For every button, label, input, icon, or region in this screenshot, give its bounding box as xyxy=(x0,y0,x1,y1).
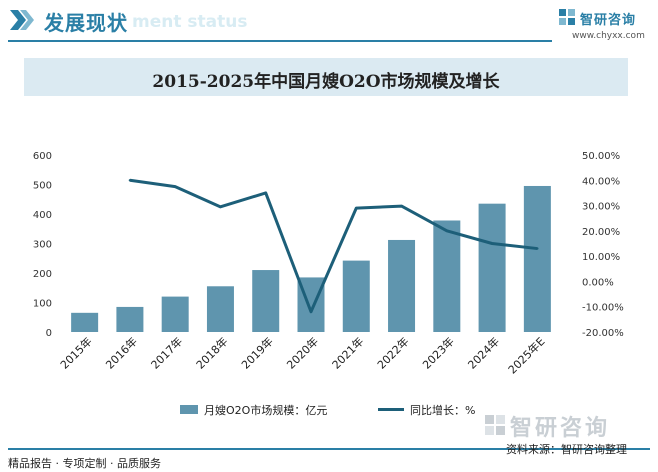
y-right-tick-label: 30.00% xyxy=(582,202,620,213)
legend-label-line: 同比增长：% xyxy=(410,404,476,417)
x-tick-label: 2025年E xyxy=(505,334,547,376)
footer-divider xyxy=(8,448,650,450)
legend-swatch-bar xyxy=(180,405,198,414)
chevron-double-icon xyxy=(10,10,34,30)
chart-title-band: 2015-2025年中国月嫂O2O市场规模及增长 xyxy=(24,58,628,96)
x-tick-label: 2018年 xyxy=(193,334,230,371)
watermark-logo-text: 智研咨询 xyxy=(510,416,611,441)
section-subtitle: ment status xyxy=(132,12,248,32)
x-tick-label: 2022年 xyxy=(374,334,411,371)
bar-2019年 xyxy=(252,270,280,332)
growth-point xyxy=(400,204,403,208)
y-right-tick-label: -10.00% xyxy=(582,303,624,314)
bar-2015年 xyxy=(71,312,99,332)
legend-swatch-line xyxy=(378,408,404,411)
growth-point xyxy=(536,247,539,250)
growth-point xyxy=(128,179,132,182)
x-tick-label: 2019年 xyxy=(238,334,275,371)
y-left-tick-label: 400 xyxy=(33,210,52,221)
y-right-tick-label: 40.00% xyxy=(582,176,620,187)
y-right-tick-label: 10.00% xyxy=(582,252,620,263)
y-left-tick-label: 200 xyxy=(33,269,52,280)
y-left-tick-label: 300 xyxy=(33,240,52,251)
footer-watermark-logo: 智研咨询 xyxy=(484,410,644,441)
growth-point xyxy=(309,310,313,313)
x-tick-label: 2016年 xyxy=(103,334,140,371)
bar-2023年 xyxy=(433,220,461,332)
y-left-tick-label: 600 xyxy=(33,151,52,162)
growth-line xyxy=(129,178,538,314)
section-title: 发展现状 xyxy=(44,11,128,35)
bar-2021年 xyxy=(342,260,370,332)
y-left-tick-label: 0 xyxy=(46,328,52,339)
bar-2024年 xyxy=(478,203,506,332)
watermark-logo-icon xyxy=(485,415,505,435)
y-left-tick-label: 100 xyxy=(33,299,52,310)
growth-point xyxy=(173,185,177,188)
growth-point xyxy=(219,205,222,209)
source-note: 资料来源：智研咨询整理 xyxy=(506,443,627,456)
bar-2018年 xyxy=(206,286,234,332)
x-tick-label: 2015年 xyxy=(57,334,94,371)
page-header: 发展现状 ment status 智研咨询 www.chyxx.com xyxy=(0,0,658,44)
footer-tagline: 精品报告 · 专项定制 · 品质服务 xyxy=(8,457,161,470)
header-divider xyxy=(8,40,552,42)
bar-2022年 xyxy=(388,239,416,332)
y-right-tick-label: 0.00% xyxy=(582,277,614,288)
x-tick-label: 2024年 xyxy=(465,334,502,371)
growth-point xyxy=(264,191,267,195)
y-right-tick-label: 20.00% xyxy=(582,227,620,238)
bar-2016年 xyxy=(116,306,144,332)
brand-url: www.chyxx.com xyxy=(572,31,645,41)
y-left-tick-label: 500 xyxy=(33,181,52,192)
x-tick-label: 2023年 xyxy=(419,334,456,371)
legend-label-bar: 月嫂O2O市场规模：亿元 xyxy=(204,404,328,417)
bar-2025年E xyxy=(523,185,551,332)
x-tick-label: 2017年 xyxy=(148,334,185,371)
x-tick-label: 2021年 xyxy=(329,334,366,371)
chart-title: 2015-2025年中国月嫂O2O市场规模及增长 xyxy=(152,72,500,92)
brand-logo: 智研咨询 www.chyxx.com xyxy=(558,8,654,44)
x-tick-label: 2020年 xyxy=(284,334,321,371)
y-right-tick-label: 50.00% xyxy=(582,151,620,162)
y-right-tick-label: -20.00% xyxy=(582,328,624,339)
brand-name: 智研咨询 xyxy=(580,13,637,28)
growth-point xyxy=(490,242,494,245)
bar-2017年 xyxy=(161,296,189,332)
brand-logo-icon xyxy=(559,9,575,25)
growth-point xyxy=(445,229,449,233)
growth-point xyxy=(355,206,358,210)
